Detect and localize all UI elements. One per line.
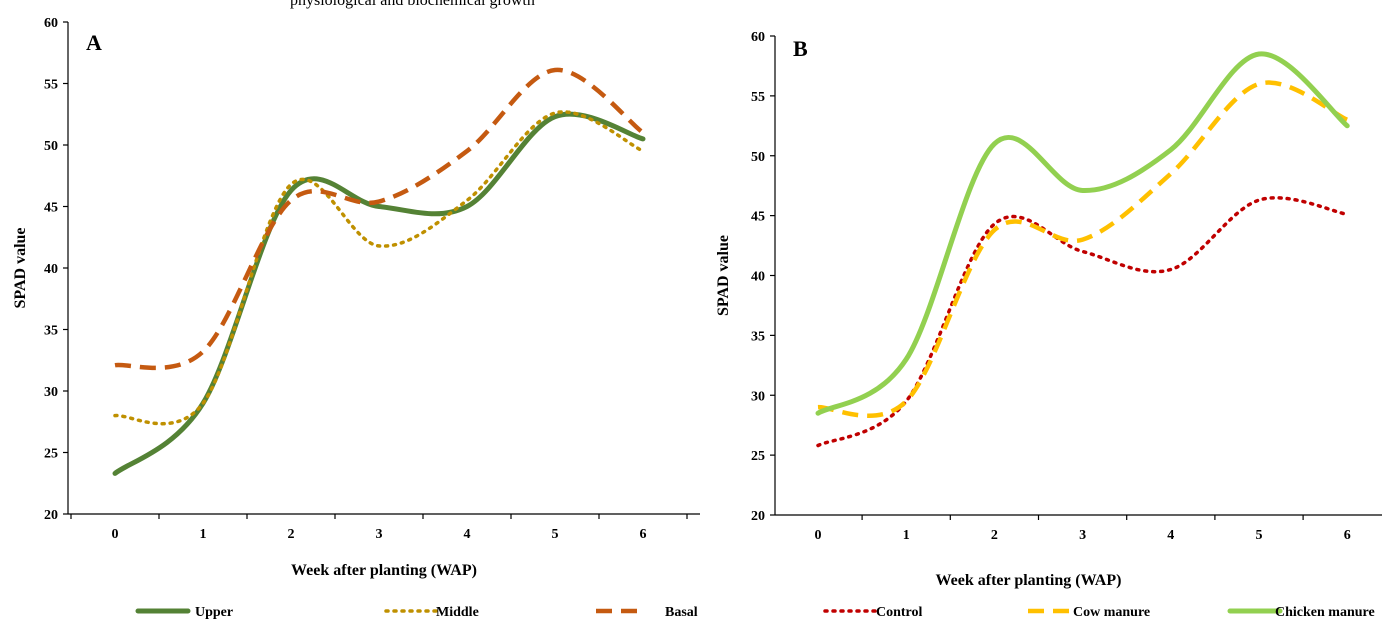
series-line-control <box>816 196 1349 448</box>
y-tick-label: 55 <box>751 90 765 105</box>
y-tick-label: 30 <box>751 389 765 404</box>
legend-label: Cow manure <box>1073 605 1150 620</box>
series-line-middle <box>113 110 645 426</box>
x-tick-label: 5 <box>552 527 559 542</box>
x-tick-label: 5 <box>1256 528 1263 543</box>
y-tick-label: 40 <box>44 262 58 277</box>
x-tick-label: 1 <box>903 528 910 543</box>
y-tick-label: 35 <box>44 324 58 339</box>
x-tick-label: 3 <box>1079 528 1086 543</box>
y-tick-label: 30 <box>44 385 58 400</box>
y-tick-label: 45 <box>751 210 765 225</box>
y-axis-title: SPAD value <box>715 235 732 316</box>
x-tick-label: 6 <box>1344 528 1351 543</box>
y-tick-label: 25 <box>44 447 58 462</box>
y-tick-label: 50 <box>751 150 765 165</box>
y-tick-label: 40 <box>751 270 765 285</box>
y-tick-label: 45 <box>44 201 58 216</box>
x-tick-label: 4 <box>1167 528 1174 543</box>
series-line-cow-manure <box>817 80 1349 419</box>
y-tick-label: 25 <box>751 449 765 464</box>
x-tick-label: 6 <box>640 527 647 542</box>
y-tick-label: 50 <box>44 139 58 154</box>
y-tick-label: 35 <box>751 329 765 344</box>
legend-label: Basal <box>665 605 698 620</box>
series-line-chicken-manure <box>815 51 1350 416</box>
y-tick-label: 20 <box>751 509 765 524</box>
x-tick-label: 1 <box>200 527 207 542</box>
legend-label: Chicken manure <box>1275 605 1375 620</box>
x-tick-label: 0 <box>815 528 822 543</box>
series-line-upper <box>112 111 646 476</box>
header-fragment: physiological and biochemical growth <box>290 0 535 9</box>
y-tick-label: 20 <box>44 508 58 523</box>
x-tick-label: 2 <box>991 528 998 543</box>
y-axis-title: SPAD value <box>12 227 29 308</box>
x-axis-title: Week after planting (WAP) <box>291 562 477 579</box>
x-tick-label: 2 <box>288 527 295 542</box>
x-axis-title: Week after planting (WAP) <box>936 572 1122 589</box>
x-tick-label: 3 <box>376 527 383 542</box>
legend-label: Middle <box>436 605 479 620</box>
panel-label: A <box>86 30 102 55</box>
panel-label: B <box>793 36 808 61</box>
x-tick-label: 0 <box>112 527 119 542</box>
x-tick-label: 4 <box>464 527 471 542</box>
y-tick-label: 60 <box>751 30 765 45</box>
legend-label: Upper <box>195 605 233 620</box>
series-line-basal <box>114 67 645 371</box>
y-tick-label: 55 <box>44 78 58 93</box>
y-tick-label: 60 <box>44 16 58 31</box>
legend-label: Control <box>876 605 923 620</box>
